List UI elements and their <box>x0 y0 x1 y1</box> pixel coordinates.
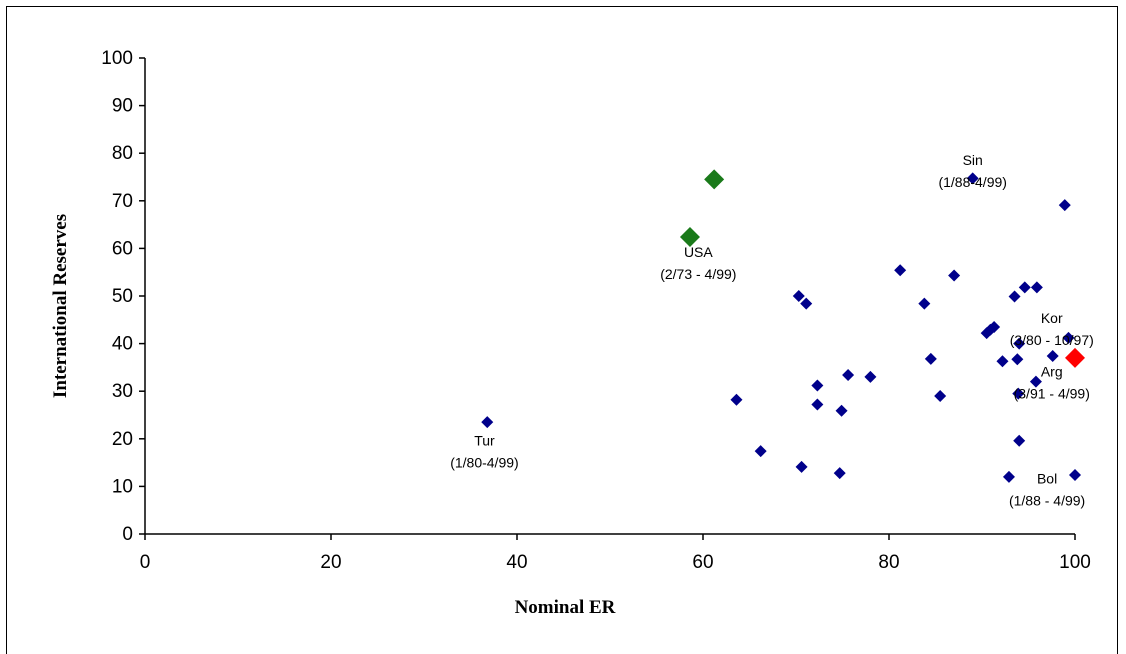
y-tick-label: 50 <box>112 286 133 307</box>
y-tick-label: 0 <box>122 524 133 545</box>
annotation-kor: Kor <box>1041 310 1063 326</box>
annotation-kor: (3/80 - 10/97) <box>1010 332 1094 348</box>
blue-data-point <box>1069 468 1081 481</box>
blue-data-point <box>948 269 961 282</box>
blue-data-point <box>1030 281 1043 294</box>
annotation-usa: USA <box>684 244 713 260</box>
annotation-arg: (3/91 - 4/99) <box>1014 385 1090 401</box>
annotation-arg: Arg <box>1041 363 1063 379</box>
blue-data-point <box>966 172 979 185</box>
blue-data-point <box>842 369 855 382</box>
blue-data-point <box>1018 281 1031 294</box>
blue-data-point <box>996 355 1009 368</box>
annotations: Sin (1/88-4/99) USA (2/73 - 4/99) Kor (3/80 -… <box>450 152 1094 508</box>
annotation-bol: (1/88 - 4/99) <box>1009 493 1085 509</box>
blue-data-point <box>795 460 808 473</box>
blue-data-point <box>730 393 743 406</box>
tick-labels: 0 10 20 30 40 50 60 70 80 90 100 0 20 40 60 80 100 <box>101 48 1091 573</box>
y-tick-label: 20 <box>112 429 133 450</box>
y-tick-label: 100 <box>101 48 133 69</box>
x-axis-title: Nominal ER <box>515 597 616 618</box>
blue-data-point <box>1002 470 1015 483</box>
blue-data-point <box>1012 387 1025 400</box>
y-tick-label: 60 <box>112 238 133 259</box>
green-data-point <box>704 169 725 190</box>
blue-data-point <box>934 389 947 402</box>
blue-data-point <box>894 264 907 277</box>
y-tick-label: 30 <box>112 381 133 402</box>
axes <box>139 57 1076 540</box>
blue-data-point <box>918 297 931 310</box>
blue-data-point <box>833 467 846 480</box>
x-tick-label: 0 <box>140 552 151 573</box>
x-tick-label: 20 <box>320 552 341 573</box>
blue-data-point <box>1013 434 1026 447</box>
annotation-sin: Sin <box>963 152 983 168</box>
blue-data-point <box>864 370 877 383</box>
data-points <box>481 169 1085 483</box>
blue-data-point <box>1008 290 1021 303</box>
green-data-point <box>679 226 700 247</box>
y-tick-label: 90 <box>112 96 133 117</box>
red-data-point <box>1065 347 1085 368</box>
blue-data-point <box>754 445 767 458</box>
y-tick-label: 80 <box>112 143 133 164</box>
y-tick-label: 40 <box>112 334 133 355</box>
blue-data-point <box>988 320 1001 333</box>
blue-data-point <box>481 416 494 429</box>
blue-data-point <box>811 398 824 411</box>
blue-data-point <box>792 290 805 302</box>
blue-data-point <box>835 404 848 417</box>
annotation-bol: Bol <box>1037 471 1057 487</box>
blue-data-point <box>811 379 824 392</box>
x-tick-label: 40 <box>506 552 527 573</box>
blue-data-point <box>924 352 937 365</box>
annotation-tur: (1/80-4/99) <box>450 454 518 470</box>
blue-data-point <box>800 297 813 310</box>
y-tick-label: 70 <box>112 191 133 212</box>
annotation-tur: Tur <box>474 432 495 448</box>
y-tick-label: 10 <box>112 476 133 497</box>
y-axis-title: International Reserves <box>50 214 71 398</box>
annotation-usa: (2/73 - 4/99) <box>660 266 736 282</box>
x-tick-label: 100 <box>1059 552 1091 573</box>
blue-data-point <box>1046 349 1059 362</box>
blue-data-point <box>1011 353 1024 366</box>
blue-data-point <box>1029 375 1042 388</box>
blue-data-point <box>1013 337 1026 350</box>
chart-frame <box>6 6 1118 654</box>
x-tick-label: 60 <box>692 552 713 573</box>
x-tick-label: 80 <box>878 552 899 573</box>
annotation-sin: (1/88-4/99) <box>938 174 1006 190</box>
blue-data-point <box>1062 331 1075 344</box>
blue-data-point <box>1058 199 1071 212</box>
